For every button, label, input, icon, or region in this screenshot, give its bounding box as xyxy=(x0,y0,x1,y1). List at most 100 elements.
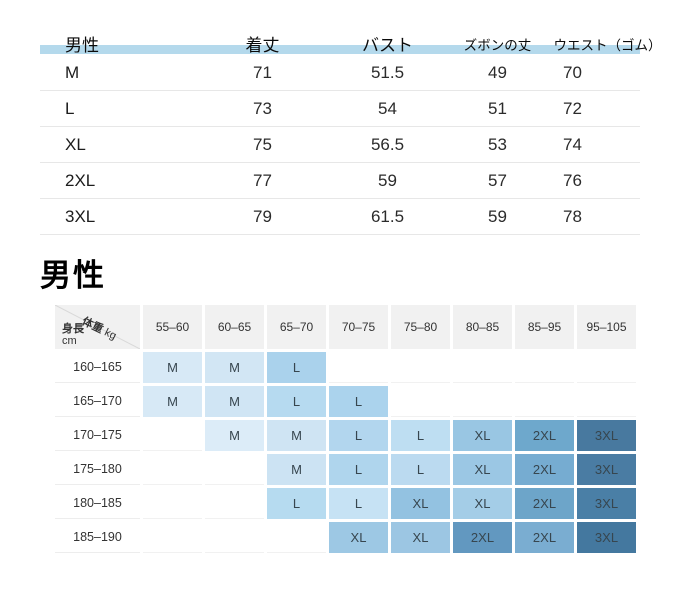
empty-cell xyxy=(205,488,264,519)
measurement-row: L 73 54 51 72 xyxy=(40,91,640,127)
measurement-value: 75 xyxy=(253,134,272,154)
diagonal-divider xyxy=(55,305,140,349)
weight-range-header: 85–95 xyxy=(515,305,574,349)
measurement-value: 51.5 xyxy=(370,62,405,82)
measurement-value: 71 xyxy=(253,62,272,82)
size-cell: XL xyxy=(391,488,450,519)
size-cell: 2XL xyxy=(453,522,512,553)
section-title: 男性 xyxy=(40,258,106,293)
height-range-label: 160–165 xyxy=(55,352,140,383)
size-cell: 2XL xyxy=(515,488,574,519)
empty-cell xyxy=(205,454,264,485)
empty-cell xyxy=(453,386,512,417)
measurement-value: 78 xyxy=(563,206,582,226)
size-cell: XL xyxy=(329,522,388,553)
measurement-row: XL 75 56.5 53 74 xyxy=(40,127,640,163)
height-range-label: 170–175 xyxy=(55,420,140,451)
empty-cell xyxy=(143,420,202,451)
size-chart-page: 男性 着丈 バスト ズボンの丈 ウエスト（ゴム） M 71 51.5 49 70 L 73 54 51 7… xyxy=(0,28,700,553)
empty-cell xyxy=(453,352,512,383)
size-cell: XL xyxy=(391,522,450,553)
size-cell: 2XL xyxy=(515,522,574,553)
height-range-label: 165–170 xyxy=(55,386,140,417)
size-cell: 2XL xyxy=(515,454,574,485)
weight-range-header: 70–75 xyxy=(329,305,388,349)
height-range-label: 180–185 xyxy=(55,488,140,519)
column-header: バスト xyxy=(362,36,413,55)
size-cell: L xyxy=(329,420,388,451)
measurement-value: 56.5 xyxy=(370,134,405,154)
size-cell: M xyxy=(267,454,326,485)
size-label: 3XL xyxy=(65,206,96,226)
weight-range-header: 75–80 xyxy=(391,305,450,349)
measurement-row: 3XL 79 61.5 59 78 xyxy=(40,199,640,235)
size-cell: XL xyxy=(453,488,512,519)
empty-cell xyxy=(391,386,450,417)
measurement-value: 74 xyxy=(563,134,582,154)
measurement-value: 51 xyxy=(488,98,507,118)
size-cell: 2XL xyxy=(515,420,574,451)
size-cell: M xyxy=(267,420,326,451)
size-label: L xyxy=(65,98,75,118)
height-axis-label: 身長 cm xyxy=(62,323,84,347)
size-cell: L xyxy=(391,420,450,451)
measurement-value: 57 xyxy=(488,170,507,190)
empty-cell xyxy=(577,386,636,417)
size-cell: L xyxy=(329,488,388,519)
size-cell: M xyxy=(205,420,264,451)
measurement-row: M 71 51.5 49 70 xyxy=(40,55,640,91)
empty-cell xyxy=(143,488,202,519)
empty-cell xyxy=(391,352,450,383)
measurement-row: 2XL 77 59 57 76 xyxy=(40,163,640,199)
weight-range-header: 80–85 xyxy=(453,305,512,349)
size-cell: M xyxy=(205,352,264,383)
size-label: XL xyxy=(65,134,86,154)
size-matrix-table: 体重 kg 身長 cm 55–60 60–65 65–70 70–75 75–80 80–8… xyxy=(55,305,691,553)
measurement-value: 61.5 xyxy=(370,206,405,226)
measurement-value: 73 xyxy=(253,98,272,118)
column-header: 男性 xyxy=(65,36,99,55)
measurement-value: 77 xyxy=(253,170,272,190)
size-label: M xyxy=(65,62,80,82)
measurement-table-header: 男性 着丈 バスト ズボンの丈 ウエスト（ゴム） xyxy=(40,28,672,55)
measurement-value: 54 xyxy=(378,98,397,118)
empty-cell xyxy=(143,454,202,485)
size-cell: 3XL xyxy=(577,420,636,451)
measurement-value: 70 xyxy=(563,62,582,82)
size-cell: L xyxy=(267,386,326,417)
size-cell: M xyxy=(205,386,264,417)
column-header: 着丈 xyxy=(245,36,280,55)
size-cell: 3XL xyxy=(577,488,636,519)
header-highlight-band xyxy=(40,45,640,54)
size-cell: XL xyxy=(453,420,512,451)
size-cell: L xyxy=(391,454,450,485)
size-cell: 3XL xyxy=(577,454,636,485)
empty-cell xyxy=(329,352,388,383)
size-cell: L xyxy=(267,352,326,383)
matrix-corner-cell: 体重 kg 身長 cm xyxy=(55,305,140,349)
height-range-label: 175–180 xyxy=(55,454,140,485)
weight-range-header: 55–60 xyxy=(143,305,202,349)
size-cell: L xyxy=(329,454,388,485)
empty-cell xyxy=(143,522,202,553)
height-range-label: 185–190 xyxy=(55,522,140,553)
size-cell: M xyxy=(143,386,202,417)
measurement-value: 59 xyxy=(488,206,507,226)
column-header: ズボンの丈 xyxy=(463,38,532,53)
size-cell: L xyxy=(329,386,388,417)
empty-cell xyxy=(267,522,326,553)
column-header: ウエスト（ゴム） xyxy=(553,38,662,53)
measurement-table: 男性 着丈 バスト ズボンの丈 ウエスト（ゴム） M 71 51.5 49 70 L 73 54 51 7… xyxy=(40,28,672,235)
size-cell: XL xyxy=(453,454,512,485)
size-label: 2XL xyxy=(65,170,96,190)
measurement-value: 49 xyxy=(488,62,507,82)
measurement-value: 79 xyxy=(253,206,272,226)
weight-range-header: 60–65 xyxy=(205,305,264,349)
measurement-value: 76 xyxy=(563,170,582,190)
measurement-value: 53 xyxy=(488,134,507,154)
measurement-value: 59 xyxy=(378,170,397,190)
size-cell: 3XL xyxy=(577,522,636,553)
empty-cell xyxy=(205,522,264,553)
size-cell: L xyxy=(267,488,326,519)
empty-cell xyxy=(515,386,574,417)
